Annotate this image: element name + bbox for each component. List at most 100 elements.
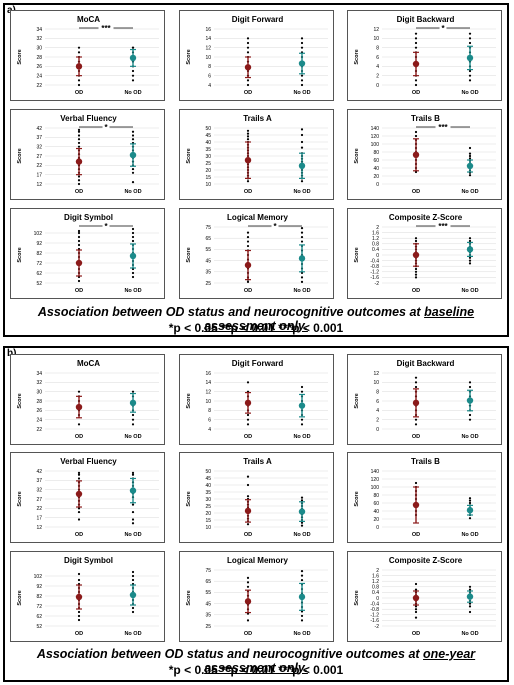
y-tick-label: 0.8 bbox=[372, 585, 379, 591]
data-point bbox=[77, 390, 81, 393]
y-tick-label: 0.4 bbox=[372, 590, 379, 596]
data-point bbox=[131, 522, 135, 525]
data-point bbox=[77, 175, 81, 178]
chart-panel: Digit Forward Score 4 6 8 10 12 14 16 OD No OD bbox=[179, 354, 334, 445]
chart-svg: Digit Forward Score 4 6 8 10 12 14 16 OD No OD bbox=[186, 15, 328, 96]
data-point bbox=[414, 423, 418, 426]
chart-panel: Logical Memory Score 25 35 45 55 65 75 OD No OD bbox=[179, 551, 334, 642]
y-tick-label: -0.4 bbox=[370, 258, 379, 264]
y-tick-label: 120 bbox=[371, 477, 380, 483]
x-tick-label: No OD bbox=[293, 434, 310, 440]
chart-title: MoCA bbox=[77, 15, 100, 24]
x-tick-label: No OD bbox=[124, 189, 141, 195]
chart-panel: Verbal Fluency Score 12 17 22 27 32 37 42 OD No OD bbox=[10, 452, 165, 543]
mean-marker bbox=[75, 403, 83, 411]
y-tick-label: 24 bbox=[36, 73, 42, 79]
data-point bbox=[131, 570, 135, 574]
y-axis-label: Score bbox=[17, 393, 23, 408]
y-tick-label: 4 bbox=[376, 408, 379, 414]
data-point bbox=[414, 616, 418, 619]
data-point bbox=[77, 473, 81, 476]
y-tick-label: 45 bbox=[205, 601, 211, 607]
data-point bbox=[131, 138, 135, 141]
y-tick-label: 4 bbox=[208, 427, 211, 433]
y-tick-label: 28 bbox=[36, 399, 42, 405]
data-point bbox=[414, 605, 418, 608]
data-point bbox=[468, 237, 472, 240]
chart-panel: Composite Z-Score Score -2 -1.6 -1.2 -0.8 -0.4… bbox=[347, 551, 502, 642]
caption-underlined: one-year assessment only. bbox=[204, 647, 476, 675]
y-tick-label: 30 bbox=[36, 45, 42, 51]
chart-title: Digit Symbol bbox=[64, 213, 113, 222]
y-tick-label: -1.6 bbox=[370, 618, 379, 624]
y-tick-label: 1.6 bbox=[372, 573, 379, 579]
chart-panel: MoCA Score 22 24 26 28 30 32 34 OD No OD *** bbox=[10, 10, 165, 101]
y-tick-label: 10 bbox=[205, 399, 211, 405]
data-point bbox=[77, 145, 81, 148]
chart-svg: Composite Z-Score Score -2-1.6-1.2-0.8-0.4… bbox=[354, 213, 496, 294]
y-tick-label: 52 bbox=[36, 281, 42, 287]
mean-marker bbox=[466, 397, 474, 404]
y-tick-label: 50 bbox=[205, 126, 211, 132]
data-point bbox=[414, 276, 418, 279]
data-point bbox=[131, 271, 135, 275]
y-tick-label: -0.4 bbox=[370, 601, 379, 607]
data-point bbox=[77, 578, 81, 582]
y-tick-label: 45 bbox=[205, 258, 211, 264]
x-tick-label: OD bbox=[244, 90, 252, 96]
y-tick-label: 140 bbox=[371, 469, 380, 475]
mean-marker bbox=[412, 399, 420, 407]
data-point bbox=[300, 133, 304, 137]
significance-bg bbox=[271, 223, 279, 229]
y-tick-label: 26 bbox=[36, 408, 42, 414]
data-point bbox=[246, 46, 250, 49]
y-tick-label: 0.4 bbox=[372, 247, 379, 253]
y-tick-label: 75 bbox=[205, 568, 211, 574]
y-tick-label: 8 bbox=[376, 45, 379, 51]
data-point bbox=[300, 280, 304, 283]
y-tick-label: 52 bbox=[36, 624, 42, 630]
mean-marker bbox=[412, 151, 420, 158]
data-point bbox=[300, 578, 304, 582]
data-point bbox=[77, 235, 81, 239]
data-point bbox=[131, 578, 135, 582]
y-tick-label: 10 bbox=[205, 182, 211, 188]
data-point bbox=[246, 240, 250, 243]
y-tick-label: 12 bbox=[36, 525, 42, 531]
mean-marker bbox=[412, 60, 420, 68]
x-tick-label: No OD bbox=[461, 90, 478, 96]
y-tick-label: 25 bbox=[205, 624, 211, 630]
y-tick-label: 8 bbox=[208, 64, 211, 70]
x-tick-label: OD bbox=[75, 434, 83, 440]
significance-bg bbox=[102, 223, 110, 229]
chart-title: Digit Symbol bbox=[64, 556, 113, 565]
data-point bbox=[468, 610, 472, 614]
data-point bbox=[77, 518, 81, 521]
section-label: b) bbox=[7, 348, 16, 359]
y-tick-label: 75 bbox=[205, 225, 211, 231]
data-point bbox=[300, 614, 304, 618]
y-tick-label: 0 bbox=[376, 253, 379, 259]
y-tick-label: 82 bbox=[36, 594, 42, 600]
data-point bbox=[131, 423, 135, 426]
significance-bg bbox=[435, 124, 451, 130]
data-point bbox=[131, 239, 135, 243]
data-point bbox=[468, 69, 472, 73]
chart-title: Logical Memory bbox=[227, 556, 288, 565]
y-tick-label: 40 bbox=[373, 166, 379, 172]
mean-marker bbox=[75, 490, 83, 498]
data-point bbox=[77, 79, 81, 82]
y-tick-label: 102 bbox=[34, 231, 43, 237]
data-point bbox=[300, 496, 304, 499]
y-tick-label: -1.6 bbox=[370, 275, 379, 281]
data-point bbox=[131, 518, 135, 521]
y-tick-label: 10 bbox=[205, 525, 211, 531]
y-tick-label: 10 bbox=[205, 55, 211, 61]
y-axis-label: Score bbox=[354, 49, 360, 64]
data-point bbox=[468, 74, 472, 77]
significance-marker: * bbox=[273, 222, 277, 231]
y-tick-label: 25 bbox=[205, 504, 211, 510]
mean-marker bbox=[129, 591, 137, 599]
y-tick-label: 60 bbox=[373, 158, 379, 164]
data-point bbox=[468, 152, 472, 155]
